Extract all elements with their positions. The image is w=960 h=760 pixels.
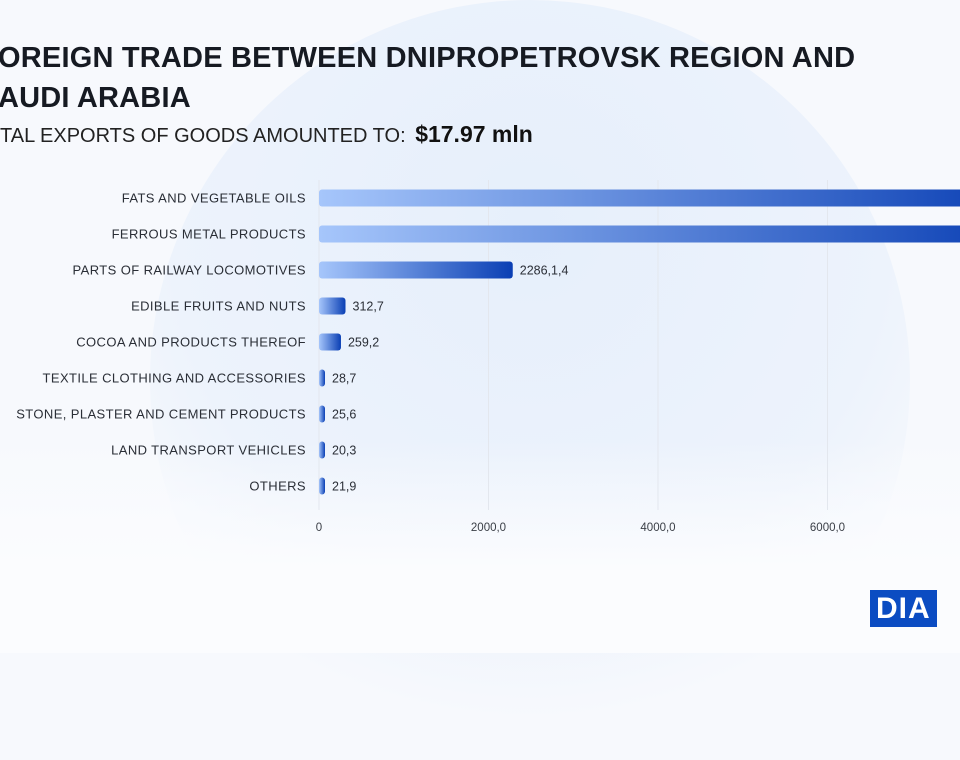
chart-subtitle: TAL EXPORTS OF GOODS AMOUNTED TO: $17.97…	[0, 121, 533, 148]
value-label: 21,9	[332, 480, 356, 494]
category-label: COCOA AND PRODUCTS THEREOF	[76, 335, 306, 350]
category-label: FERROUS METAL PRODUCTS	[112, 227, 306, 242]
value-label: 25,6	[332, 408, 356, 422]
bar	[319, 297, 346, 315]
bar	[319, 405, 325, 423]
title-line-1: OREIGN TRADE BETWEEN DNIPROPETROVSK REGI…	[0, 42, 856, 74]
value-label: 28,7	[332, 372, 356, 386]
bar	[319, 441, 325, 459]
value-label: 20,3	[332, 444, 356, 458]
bar	[319, 333, 341, 351]
category-label: TEXTILE CLOTHING AND ACCESSORIES	[43, 371, 306, 386]
category-label: PARTS OF RAILWAY LOCOMOTIVES	[73, 263, 306, 278]
title-line-2: AUDI ARABIA	[0, 82, 191, 114]
value-label: 312,7	[353, 300, 384, 314]
bar	[319, 477, 325, 495]
background-fade	[0, 440, 960, 653]
bar-chart: 0 2000,0 4000,0 6000,0 FATS AND VEGETABLE O…	[16, 180, 960, 534]
category-label: OTHERS	[249, 479, 306, 494]
x-tick-label: 6000,0	[810, 522, 845, 534]
subtitle-text: TAL EXPORTS OF GOODS AMOUNTED TO:	[0, 125, 406, 147]
x-tick-label: 2000,0	[471, 522, 506, 534]
logo-text: DIA	[870, 590, 937, 627]
bar	[319, 189, 960, 207]
bar	[319, 369, 325, 387]
dia-logo: DIA	[870, 590, 937, 627]
category-label: FATS AND VEGETABLE OILS	[122, 191, 306, 206]
bar	[319, 225, 960, 243]
chart-title: OREIGN TRADE BETWEEN DNIPROPETROVSK REGI…	[0, 38, 855, 118]
bar	[319, 261, 513, 279]
category-label: STONE, PLASTER AND CEMENT PRODUCTS	[16, 407, 306, 422]
x-tick-label: 0	[316, 522, 322, 534]
category-label: LAND TRANSPORT VEHICLES	[111, 443, 306, 458]
subtitle-amount: $17.97 mln	[415, 121, 533, 147]
value-label: 2286,1,4	[520, 264, 569, 278]
x-tick-label: 4000,0	[640, 522, 675, 534]
value-label: 259,2	[348, 336, 379, 350]
category-label: EDIBLE FRUITS AND NUTS	[131, 299, 306, 314]
